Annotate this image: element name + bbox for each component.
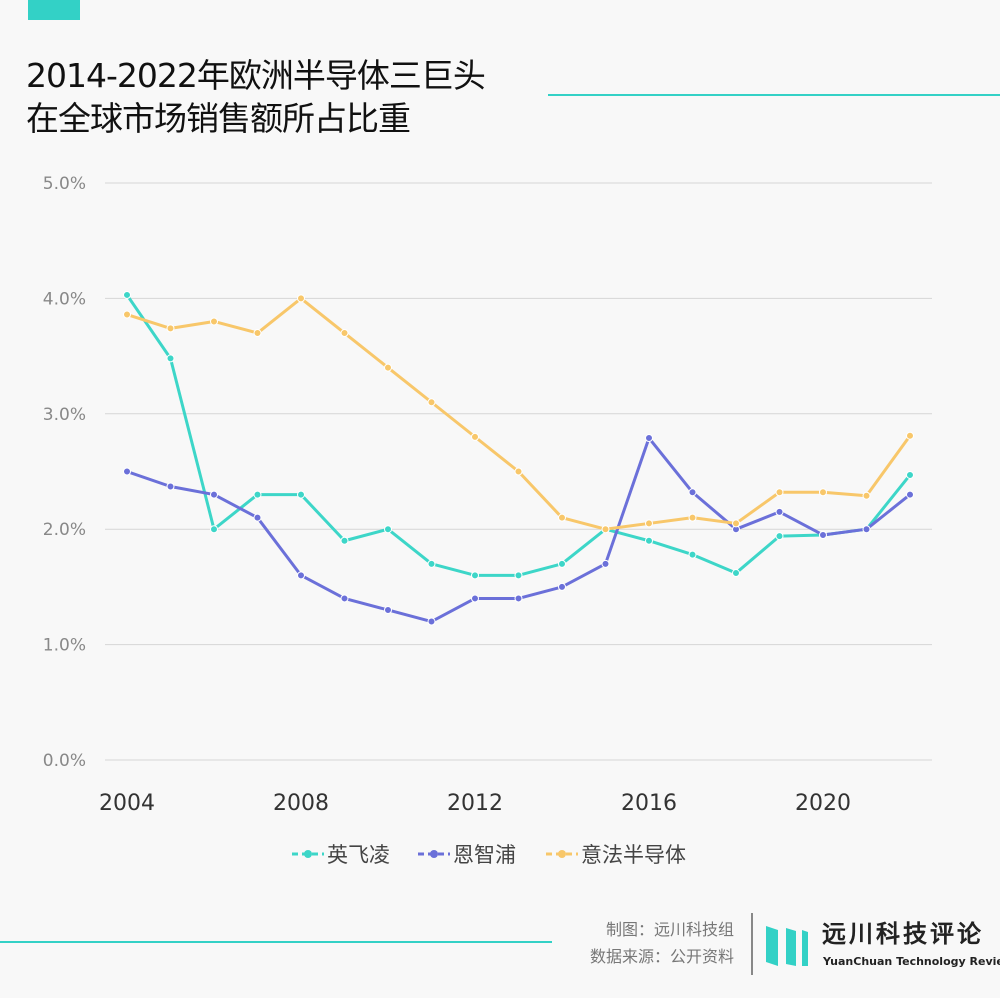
- data-point: [558, 513, 566, 522]
- data-point: [732, 569, 740, 578]
- logo-text-cn: 远川科技评论: [822, 920, 984, 948]
- data-point: [906, 470, 914, 479]
- data-point: [862, 525, 871, 534]
- data-point: [297, 571, 305, 580]
- title-line-1: 2014-2022年欧洲半导体三巨头: [26, 56, 486, 95]
- x-tick-label: 2020: [795, 791, 851, 816]
- legend-marker: [304, 850, 312, 858]
- legend-marker: [430, 850, 438, 858]
- accent-tab: [28, 0, 80, 20]
- y-tick-label: 1.0%: [43, 636, 86, 656]
- data-point: [775, 488, 784, 497]
- x-tick-label: 2004: [99, 791, 155, 816]
- data-point: [514, 571, 523, 580]
- data-point: [253, 513, 262, 522]
- data-point: [297, 490, 305, 499]
- series-line-0: [125, 294, 912, 577]
- data-point: [688, 550, 697, 559]
- decorative-rule: [548, 94, 1000, 96]
- x-tick-label: 2012: [447, 791, 503, 816]
- data-point: [210, 490, 218, 499]
- decorative-rule: [0, 941, 552, 943]
- legend-label: 恩智浦: [453, 843, 516, 867]
- y-tick-label: 5.0%: [43, 174, 86, 194]
- legend-label: 英飞凌: [327, 843, 390, 867]
- data-point: [471, 571, 479, 580]
- data-point: [732, 519, 740, 528]
- data-point: [471, 594, 479, 603]
- data-point: [166, 354, 175, 363]
- data-point: [384, 525, 392, 534]
- data-point: [340, 594, 349, 603]
- data-point: [601, 525, 610, 534]
- y-tick-label: 3.0%: [43, 405, 86, 425]
- logo-text-en: YuanChuan Technology Review: [823, 955, 1000, 968]
- data-point: [384, 605, 392, 614]
- data-point: [210, 525, 218, 534]
- credit-source: 数据来源：公开资料: [589, 947, 734, 966]
- series-line-1: [126, 436, 911, 624]
- data-point: [340, 536, 349, 545]
- data-point: [427, 617, 436, 626]
- data-point: [601, 559, 610, 568]
- data-point: [123, 467, 131, 476]
- data-point: [210, 317, 218, 326]
- divider: [751, 913, 753, 975]
- legend-marker: [558, 850, 566, 858]
- data-point: [775, 532, 784, 541]
- data-point: [645, 434, 653, 443]
- data-point: [688, 488, 697, 497]
- data-point: [166, 482, 175, 491]
- data-point: [819, 488, 827, 497]
- data-point: [645, 536, 653, 545]
- chart-title: 2014-2022年欧洲半导体三巨头 在全球市场销售额所占比重: [26, 54, 486, 140]
- data-point: [427, 559, 436, 568]
- x-tick-label: 2016: [621, 791, 677, 816]
- data-point: [471, 432, 479, 441]
- data-point: [514, 594, 523, 603]
- data-point: [558, 582, 566, 591]
- credits: 制图：远川科技组 数据来源：公开资料: [590, 916, 734, 970]
- data-point: [340, 329, 349, 338]
- data-point: [253, 490, 262, 499]
- data-point: [645, 519, 653, 528]
- data-point: [688, 513, 697, 522]
- data-point: [514, 467, 523, 476]
- data-point: [775, 507, 784, 516]
- credit-author: 制图：远川科技组: [605, 920, 734, 939]
- title-line-2: 在全球市场销售额所占比重: [26, 99, 411, 138]
- x-tick-label: 2008: [273, 791, 329, 816]
- data-point: [819, 530, 827, 539]
- y-tick-label: 2.0%: [43, 520, 86, 540]
- data-point: [558, 559, 566, 568]
- data-point: [906, 431, 914, 440]
- data-point: [384, 363, 392, 372]
- data-point: [906, 490, 914, 499]
- data-point: [427, 398, 436, 407]
- logo-icon: [766, 926, 808, 966]
- data-point: [123, 310, 131, 319]
- data-point: [253, 329, 262, 338]
- data-point: [166, 324, 175, 333]
- data-point: [297, 294, 305, 303]
- y-tick-label: 0.0%: [43, 751, 86, 771]
- y-tick-label: 4.0%: [43, 289, 86, 309]
- data-point: [123, 290, 131, 299]
- data-point: [862, 491, 871, 500]
- legend-label: 意法半导体: [581, 843, 686, 867]
